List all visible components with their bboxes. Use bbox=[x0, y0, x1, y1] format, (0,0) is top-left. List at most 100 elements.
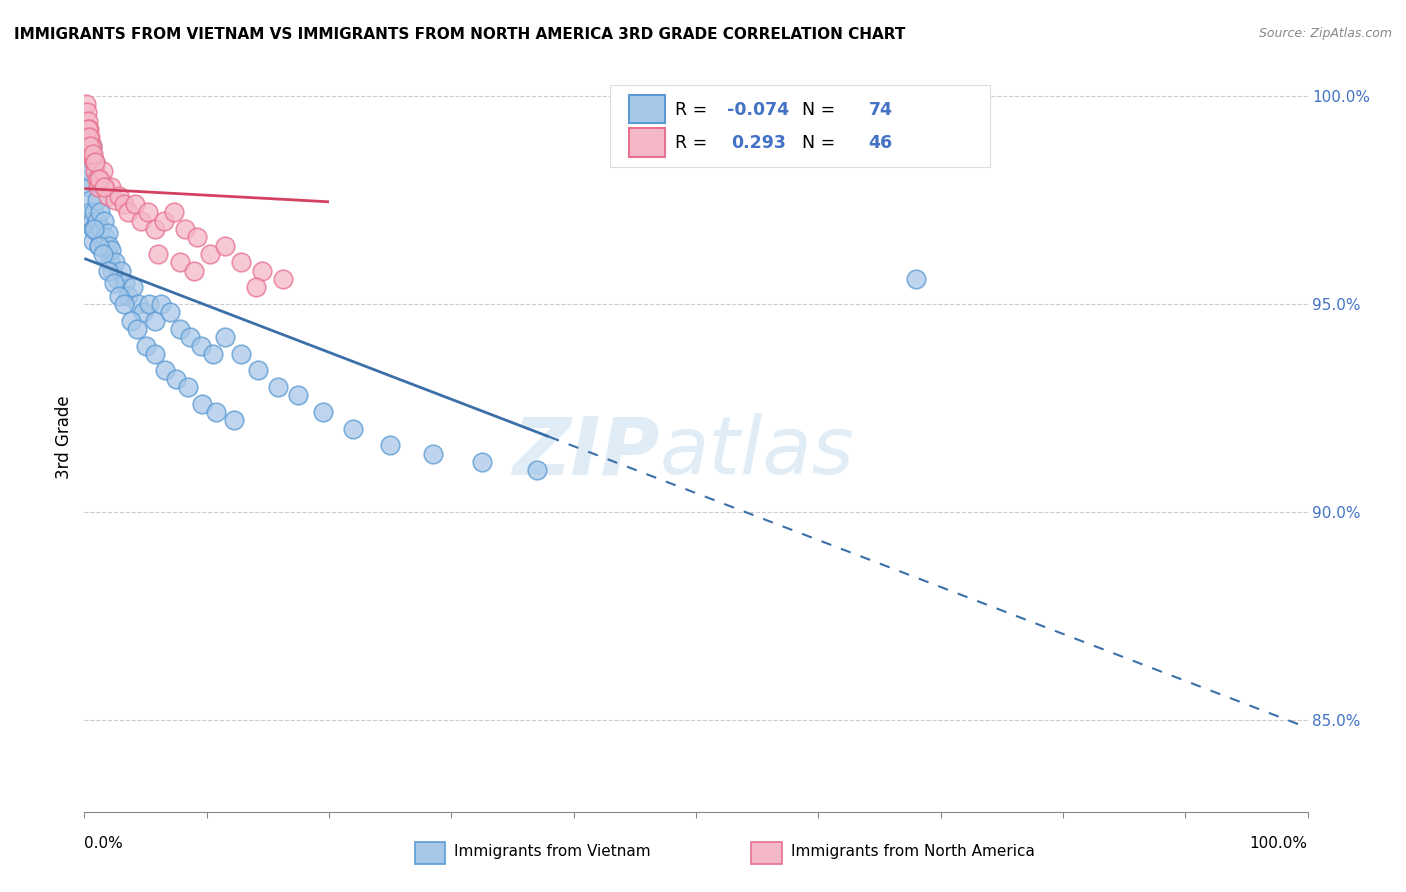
Point bbox=[94, 230, 117, 244]
Point bbox=[93, 180, 115, 194]
Text: R =: R = bbox=[675, 101, 713, 119]
Text: atlas: atlas bbox=[659, 413, 853, 491]
Point bbox=[77, 122, 100, 136]
Point bbox=[114, 276, 136, 290]
Point bbox=[146, 247, 169, 261]
Point bbox=[245, 280, 267, 294]
Point bbox=[77, 180, 100, 194]
Point bbox=[342, 422, 364, 436]
Point bbox=[112, 197, 135, 211]
Point bbox=[271, 272, 294, 286]
Point bbox=[183, 263, 205, 277]
FancyBboxPatch shape bbox=[628, 128, 665, 157]
Point bbox=[191, 397, 214, 411]
Point bbox=[97, 226, 120, 240]
Point bbox=[422, 447, 444, 461]
Point bbox=[91, 235, 114, 249]
Point bbox=[80, 138, 103, 153]
Point bbox=[91, 163, 114, 178]
Point bbox=[125, 322, 148, 336]
Point bbox=[103, 276, 125, 290]
Text: Source: ZipAtlas.com: Source: ZipAtlas.com bbox=[1258, 27, 1392, 40]
Point bbox=[100, 180, 122, 194]
Text: 0.293: 0.293 bbox=[731, 135, 786, 153]
Point bbox=[87, 180, 110, 194]
Point bbox=[89, 205, 111, 219]
Point bbox=[77, 113, 100, 128]
Point bbox=[163, 205, 186, 219]
Text: IMMIGRANTS FROM VIETNAM VS IMMIGRANTS FROM NORTH AMERICA 3RD GRADE CORRELATION C: IMMIGRANTS FROM VIETNAM VS IMMIGRANTS FR… bbox=[14, 27, 905, 42]
Point bbox=[177, 380, 200, 394]
Point bbox=[104, 255, 127, 269]
Point bbox=[117, 205, 139, 219]
Point bbox=[93, 213, 115, 227]
Text: 100.0%: 100.0% bbox=[1250, 836, 1308, 851]
Point bbox=[135, 338, 157, 352]
Point bbox=[82, 222, 104, 236]
Point bbox=[84, 155, 107, 169]
Point bbox=[150, 297, 173, 311]
Point bbox=[100, 243, 122, 257]
Point bbox=[75, 97, 97, 112]
Point bbox=[87, 226, 110, 240]
Point bbox=[77, 172, 100, 186]
Point bbox=[83, 222, 105, 236]
Point bbox=[97, 263, 120, 277]
FancyBboxPatch shape bbox=[628, 95, 665, 123]
Point bbox=[250, 263, 273, 277]
Point bbox=[87, 238, 110, 252]
Point bbox=[159, 305, 181, 319]
Point bbox=[96, 243, 118, 257]
Point bbox=[905, 272, 928, 286]
Point bbox=[101, 263, 124, 277]
Point bbox=[79, 130, 101, 145]
Point bbox=[186, 230, 208, 244]
Point bbox=[77, 122, 100, 136]
FancyBboxPatch shape bbox=[751, 842, 782, 864]
Point bbox=[77, 130, 100, 145]
Point bbox=[880, 97, 903, 112]
Point bbox=[205, 405, 228, 419]
Text: N =: N = bbox=[792, 101, 841, 119]
Point bbox=[112, 297, 135, 311]
Point bbox=[138, 297, 160, 311]
Point bbox=[153, 363, 176, 377]
Point bbox=[80, 213, 103, 227]
Point bbox=[86, 213, 108, 227]
Point bbox=[380, 438, 402, 452]
Point bbox=[79, 138, 101, 153]
Point bbox=[105, 272, 128, 286]
Point bbox=[84, 155, 107, 169]
Point bbox=[90, 222, 112, 236]
Point bbox=[143, 222, 166, 236]
Point bbox=[117, 288, 139, 302]
Point bbox=[287, 388, 309, 402]
Point bbox=[179, 330, 201, 344]
Point bbox=[200, 247, 222, 261]
FancyBboxPatch shape bbox=[415, 842, 446, 864]
Text: 46: 46 bbox=[869, 135, 893, 153]
Point bbox=[82, 235, 104, 249]
Point bbox=[153, 213, 176, 227]
Point bbox=[83, 205, 105, 219]
Point bbox=[104, 193, 127, 207]
Point bbox=[173, 222, 195, 236]
Point bbox=[83, 155, 105, 169]
Point bbox=[80, 138, 103, 153]
Point bbox=[129, 213, 152, 227]
Point bbox=[75, 130, 97, 145]
Point bbox=[201, 347, 224, 361]
Point bbox=[98, 255, 121, 269]
Point bbox=[247, 363, 270, 377]
Point bbox=[124, 197, 146, 211]
Point bbox=[87, 172, 110, 186]
Point bbox=[136, 205, 159, 219]
Point bbox=[214, 238, 236, 252]
Point bbox=[132, 305, 155, 319]
Point bbox=[190, 338, 212, 352]
Point bbox=[89, 172, 111, 186]
Point bbox=[87, 238, 110, 252]
Text: Immigrants from North America: Immigrants from North America bbox=[792, 844, 1035, 859]
Text: 74: 74 bbox=[869, 101, 893, 119]
Point bbox=[120, 313, 142, 327]
